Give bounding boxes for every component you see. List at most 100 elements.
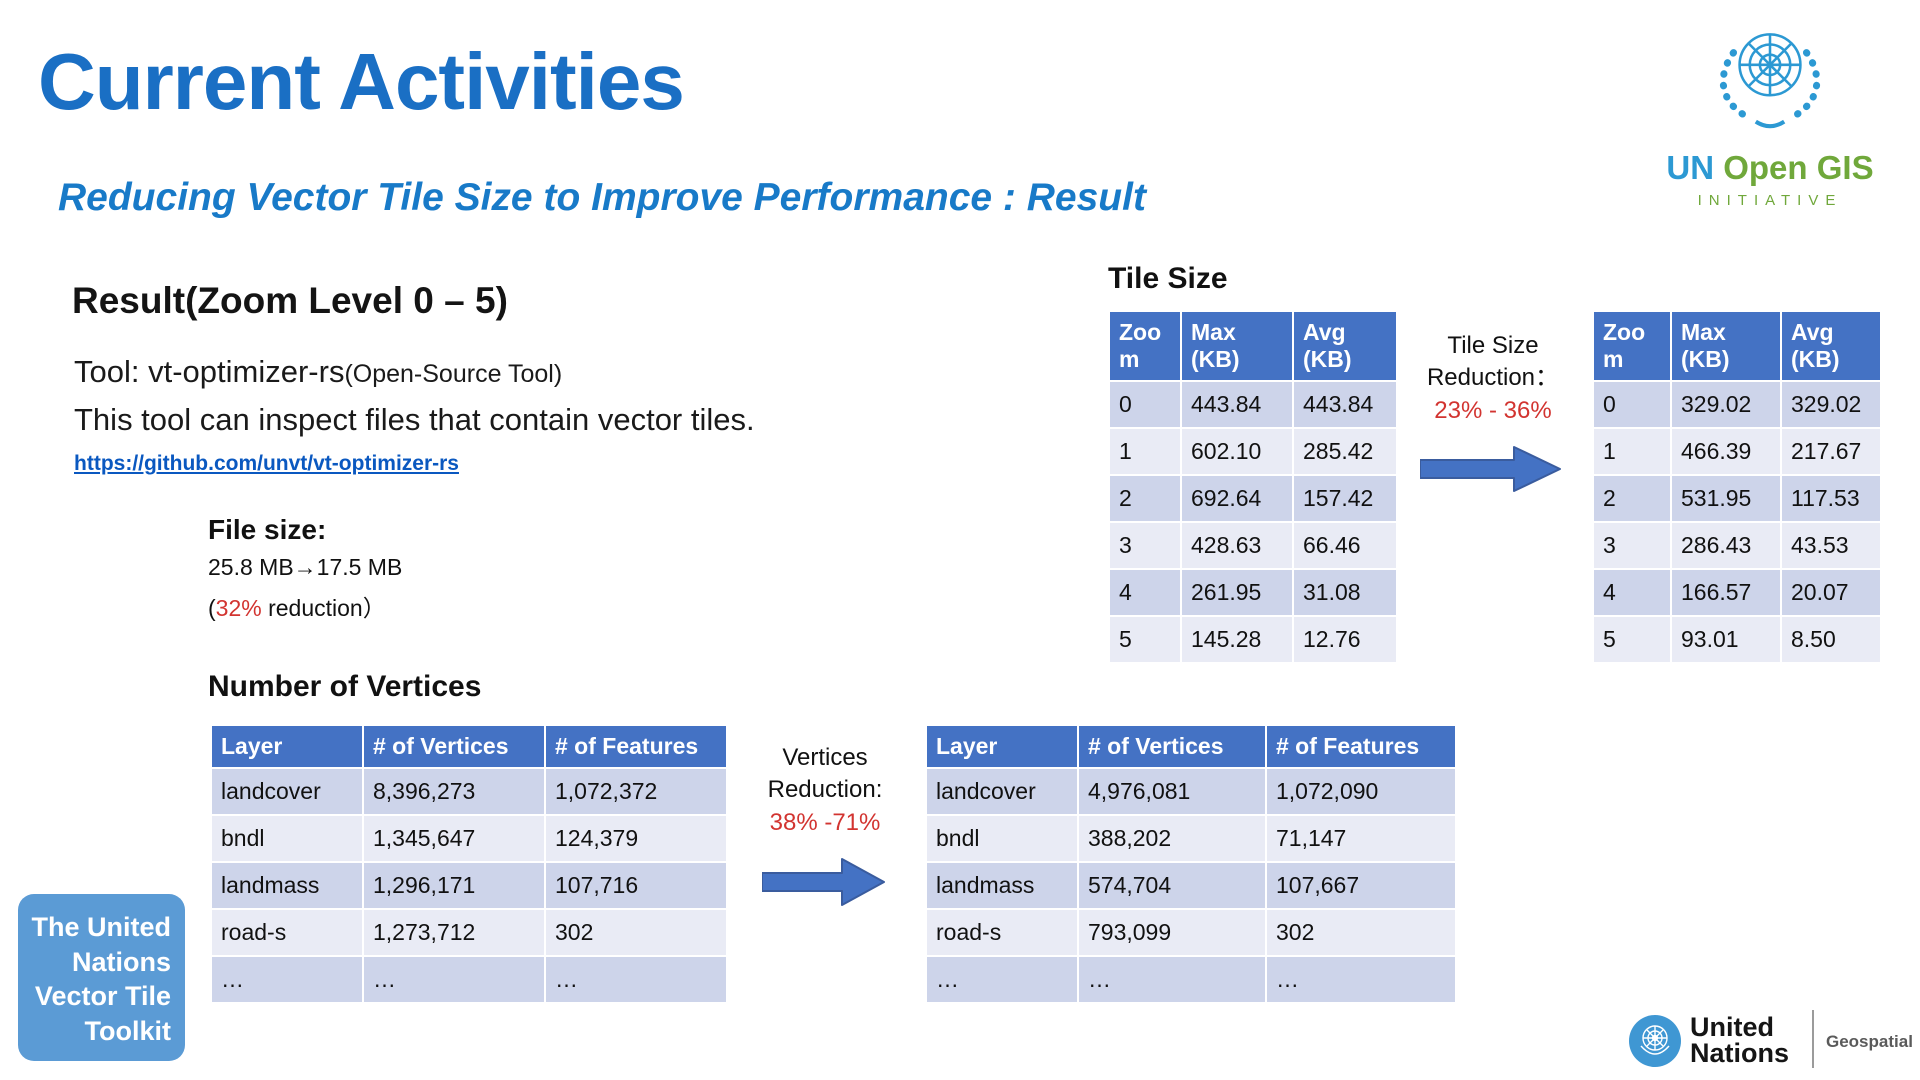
table-cell: 1,072,090 <box>1265 767 1457 817</box>
table-row: landmass 574,704 107,667 <box>925 861 1457 911</box>
table-row: 0 329.02 329.02 <box>1592 380 1882 430</box>
table-cell: landcover <box>925 767 1079 817</box>
table-row: 2 531.95 117.53 <box>1592 474 1882 524</box>
table-row: road-s 793,099 302 <box>925 908 1457 958</box>
table-cell: 286.43 <box>1670 521 1782 571</box>
reduction-value: 38% -71% <box>769 808 881 836</box>
vertices-before-table: Layer # of Vertices # of Features landco… <box>210 723 728 1005</box>
col-header: # of Vertices <box>362 723 546 770</box>
table-cell: 1 <box>1108 427 1182 477</box>
tool-label: Tool: <box>74 354 149 389</box>
table-cell: 0 <box>1592 380 1672 430</box>
wordmark-initiative: INITIATIVE <box>1697 192 1843 209</box>
col-header: Zoom <box>1592 309 1672 383</box>
table-cell: … <box>1265 955 1457 1005</box>
table-row: landcover 4,976,081 1,072,090 <box>925 767 1457 817</box>
un-wordmark-line: Nations <box>1690 1038 1790 1068</box>
arrow-right-icon <box>1420 446 1561 492</box>
table-cell: 602.10 <box>1180 427 1294 477</box>
col-header: Layer <box>925 723 1079 770</box>
toolkit-line: Toolkit <box>84 1015 171 1046</box>
table-cell: 4 <box>1108 568 1182 618</box>
table-cell: 443.84 <box>1292 380 1398 430</box>
table-cell: road-s <box>925 908 1079 958</box>
table-row: ……… <box>210 955 728 1005</box>
table-cell: 5 <box>1108 615 1182 665</box>
col-header: Avg (KB) <box>1292 309 1398 383</box>
reduction-value: 23% - 36% <box>1434 396 1552 424</box>
vertices-reduction-note: Vertices Reduction: 38% -71% <box>742 742 908 839</box>
col-header: # of Features <box>544 723 728 770</box>
table-cell: 1 <box>1592 427 1672 477</box>
table-cell: 302 <box>1265 908 1457 958</box>
table-cell: 692.64 <box>1180 474 1294 524</box>
table-cell: 66.46 <box>1292 521 1398 571</box>
wordmark-un: UN <box>1666 149 1715 186</box>
table-cell: 0 <box>1108 380 1182 430</box>
table-cell: 1,345,647 <box>362 814 546 864</box>
table-cell: 20.07 <box>1780 568 1882 618</box>
table-cell: 531.95 <box>1670 474 1782 524</box>
tool-line: Tool: vt-optimizer-rs(Open-Source Tool) <box>74 354 562 390</box>
reduction-paren: ( <box>208 595 216 621</box>
table-cell: 8.50 <box>1780 615 1882 665</box>
col-header: Avg (KB) <box>1780 309 1882 383</box>
un-wordmark-line: United <box>1690 1012 1774 1042</box>
table-row: 1 602.10 285.42 <box>1108 427 1398 477</box>
table-row: landmass 1,296,171 107,716 <box>210 861 728 911</box>
slide-subtitle: Reducing Vector Tile Size to Improve Per… <box>58 176 1146 219</box>
tile-size-before-table: Zoom Max (KB) Avg (KB) 0 443.84 443.84 1 60… <box>1108 309 1398 665</box>
table-cell: 261.95 <box>1180 568 1294 618</box>
table-row: 4 261.95 31.08 <box>1108 568 1398 618</box>
table-cell: 285.42 <box>1292 427 1398 477</box>
file-size-block: File size: 25.8 MB→17.5 MB (32% reductio… <box>208 514 402 623</box>
table-cell: 428.63 <box>1180 521 1294 571</box>
table-cell: 117.53 <box>1780 474 1882 524</box>
geospatial-brand: Geospatial <box>1826 1032 1913 1051</box>
toolkit-line: Vector Tile <box>34 981 171 1012</box>
table-row: bndl 388,202 71,147 <box>925 814 1457 864</box>
table-row: 5 93.01 8.50 <box>1592 615 1882 665</box>
col-header: # of Vertices <box>1077 723 1267 770</box>
table-cell: 107,667 <box>1265 861 1457 911</box>
table-cell: … <box>362 955 546 1005</box>
table-cell: bndl <box>210 814 364 864</box>
table-cell: 107,716 <box>544 861 728 911</box>
col-header: Max (KB) <box>1180 309 1294 383</box>
tool-description: This tool can inspect files that contain… <box>74 402 755 437</box>
github-repo-link[interactable]: https://github.com/unvt/vt-optimizer-rs <box>74 452 459 475</box>
table-cell: 3 <box>1108 521 1182 571</box>
tool-name: vt-optimizer-rs <box>148 354 345 389</box>
table-cell: 8,396,273 <box>362 767 546 817</box>
file-size-reduction-percent: 32% <box>215 595 262 621</box>
col-header: # of Features <box>1265 723 1457 770</box>
table-cell: 2 <box>1592 474 1672 524</box>
col-header: Layer <box>210 723 364 770</box>
reduction-label: Tile Size <box>1447 332 1539 359</box>
table-cell: bndl <box>925 814 1079 864</box>
table-cell: landmass <box>925 861 1079 911</box>
reduction-suffix: reduction） <box>261 595 386 621</box>
table-cell: 4,976,081 <box>1077 767 1267 817</box>
un-emblem-small-icon <box>1629 1015 1681 1067</box>
wordmark-open-gis: Open GIS <box>1714 149 1874 186</box>
table-cell: … <box>1077 955 1267 1005</box>
table-cell: … <box>210 955 364 1005</box>
col-header: Zoom <box>1108 309 1182 383</box>
table-cell: 2 <box>1108 474 1182 524</box>
tile-size-reduction-note: Tile Size Reduction： 23% - 36% <box>1398 330 1588 427</box>
tile-size-section-heading: Tile Size <box>1108 262 1228 295</box>
reduction-label: Reduction: <box>767 776 883 804</box>
table-cell: 1,296,171 <box>362 861 546 911</box>
table-cell: 166.57 <box>1670 568 1782 618</box>
vertices-section-heading: Number of Vertices <box>208 670 482 703</box>
result-heading: Result(Zoom Level 0 – 5) <box>72 280 508 321</box>
table-row: ……… <box>925 955 1457 1005</box>
table-cell: 124,379 <box>544 814 728 864</box>
table-header-row: Layer # of Vertices # of Features <box>925 723 1457 770</box>
table-cell: 302 <box>544 908 728 958</box>
table-row: 3 428.63 66.46 <box>1108 521 1398 571</box>
table-cell: 793,099 <box>1077 908 1267 958</box>
table-row: 1 466.39 217.67 <box>1592 427 1882 477</box>
table-cell: 43.53 <box>1780 521 1882 571</box>
